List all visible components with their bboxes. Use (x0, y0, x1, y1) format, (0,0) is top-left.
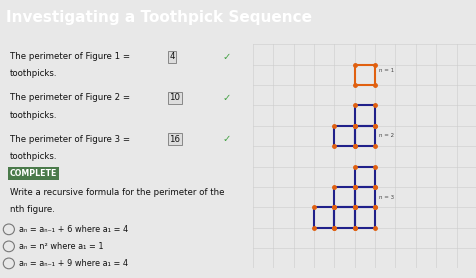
Text: toothpicks.: toothpicks. (10, 152, 58, 161)
Text: The perimeter of Figure 1 =: The perimeter of Figure 1 = (10, 52, 133, 61)
Text: ✓: ✓ (222, 52, 230, 62)
Text: The perimeter of Figure 3 =: The perimeter of Figure 3 = (10, 135, 133, 144)
Text: aₙ = aₙ₋₁ + 9 where a₁ = 4: aₙ = aₙ₋₁ + 9 where a₁ = 4 (19, 259, 128, 268)
Text: ✓: ✓ (222, 134, 230, 144)
Text: toothpicks.: toothpicks. (10, 111, 58, 120)
Text: The perimeter of Figure 2 =: The perimeter of Figure 2 = (10, 93, 133, 103)
Text: Investigating a Toothpick Sequence: Investigating a Toothpick Sequence (6, 10, 311, 25)
Text: Write a recursive formula for the perimeter of the: Write a recursive formula for the perime… (10, 188, 224, 197)
Text: n = 1: n = 1 (378, 68, 394, 73)
Text: 10: 10 (169, 93, 180, 103)
Text: COMPLETE: COMPLETE (10, 169, 58, 178)
Text: n = 2: n = 2 (378, 133, 394, 138)
Text: 16: 16 (169, 135, 180, 144)
Text: aₙ = n² where a₁ = 1: aₙ = n² where a₁ = 1 (19, 242, 103, 251)
Text: n = 3: n = 3 (378, 195, 394, 200)
Text: toothpicks.: toothpicks. (10, 69, 58, 78)
Text: 4: 4 (169, 52, 175, 61)
Text: nth figure.: nth figure. (10, 205, 55, 214)
Text: aₙ = aₙ₋₁ + 6 where a₁ = 4: aₙ = aₙ₋₁ + 6 where a₁ = 4 (19, 225, 128, 234)
Text: ✓: ✓ (222, 93, 230, 103)
